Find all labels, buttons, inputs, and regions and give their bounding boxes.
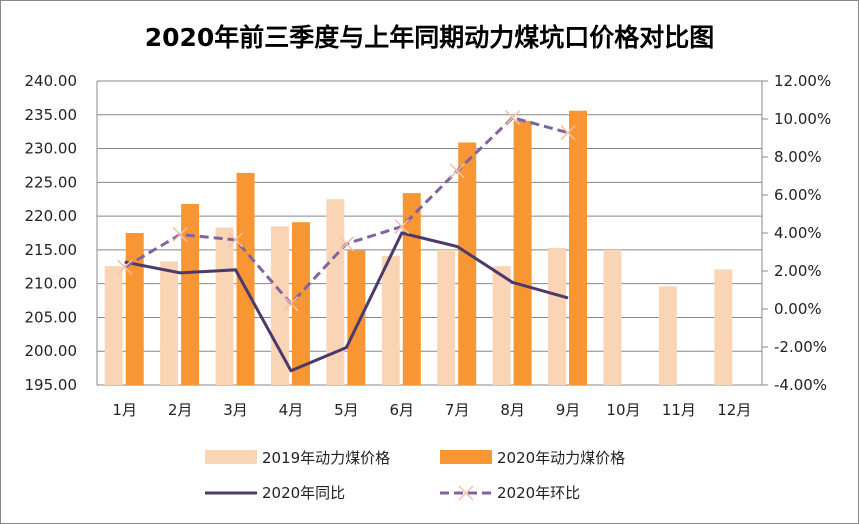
bar-2019 [492, 266, 511, 385]
y-right-tick-label: 10.00% [774, 110, 831, 128]
x-marker-stroke [505, 110, 521, 126]
mom-marker [283, 296, 299, 312]
mom-marker [228, 232, 244, 248]
x-marker-stroke [117, 259, 133, 275]
x-tick-label: 8月 [500, 401, 525, 419]
y-right-tick-label: 12.00% [774, 72, 831, 90]
legend-label: 2020年环比 [497, 484, 580, 502]
mom-marker [394, 219, 410, 235]
bar-2020 [458, 142, 477, 385]
x-tick-label: 7月 [445, 401, 470, 419]
mom-marker [505, 110, 521, 126]
bar-2019 [658, 286, 677, 385]
mom-marker [449, 163, 465, 179]
y-left-tick-label: 240.00 [25, 72, 78, 90]
bar-2019 [603, 249, 622, 385]
y-right-tick-label: -4.00% [774, 376, 827, 394]
y-right-tick-label: 4.00% [774, 224, 822, 242]
x-tick-label: 12月 [717, 401, 751, 419]
x-marker-stroke [228, 232, 244, 248]
bar-2020 [236, 172, 255, 385]
legend-label: 2020年动力煤价格 [497, 449, 625, 467]
x-tick-label: 5月 [334, 401, 359, 419]
mom-marker [560, 125, 576, 141]
bar-2020 [125, 233, 144, 385]
bar-2020 [402, 193, 421, 385]
y-right-tick-label: 6.00% [774, 186, 822, 204]
y-left-tick-label: 195.00 [25, 376, 78, 394]
x-tick-label: 10月 [606, 401, 640, 419]
bar-2020 [181, 203, 200, 385]
x-tick-label: 11月 [662, 401, 696, 419]
bar-2019 [326, 199, 345, 385]
y-right-tick-label: 0.00% [774, 300, 822, 318]
x-marker-stroke [283, 296, 299, 312]
y-left-tick-label: 235.00 [25, 106, 78, 124]
bar-2019 [381, 255, 400, 385]
mom-marker [172, 226, 188, 243]
legend-label: 2020年同比 [262, 484, 345, 502]
y-right-tick-label: 8.00% [774, 148, 822, 166]
bar-2019 [714, 269, 733, 385]
x-tick-label: 4月 [279, 401, 304, 419]
x-tick-label: 1月 [112, 401, 137, 419]
y-left-tick-label: 230.00 [25, 140, 78, 158]
x-marker-stroke [172, 226, 188, 243]
legend-swatch [440, 450, 492, 464]
bar-2020 [513, 120, 532, 385]
bar-2019 [104, 266, 123, 385]
y-left-tick-label: 220.00 [25, 207, 78, 225]
y-right-tick-label: -2.00% [774, 338, 827, 356]
bar-2020 [347, 250, 366, 385]
y-left-tick-label: 215.00 [25, 241, 78, 259]
y-right-tick-label: 2.00% [774, 262, 822, 280]
y-left-tick-label: 210.00 [25, 275, 78, 293]
y-left-tick-label: 205.00 [25, 308, 78, 326]
x-marker-stroke [560, 125, 576, 141]
x-marker-stroke [338, 236, 354, 252]
bar-2020 [291, 222, 310, 385]
bar-2019 [215, 227, 234, 385]
bar-2019 [437, 249, 456, 385]
legend-marker [458, 485, 474, 501]
chart-title: 2020年前三季度与上年同期动力煤坑口价格对比图 [144, 23, 715, 52]
y-left-tick-label: 200.00 [25, 342, 78, 360]
x-tick-label: 6月 [390, 401, 415, 419]
legend-label: 2019年动力煤价格 [262, 449, 390, 467]
x-tick-label: 9月 [556, 401, 581, 419]
mom-marker [338, 236, 354, 252]
yoy-line [124, 231, 569, 373]
y-left-tick-label: 225.00 [25, 173, 78, 191]
bar-2019 [160, 261, 179, 385]
x-tick-label: 2月 [168, 401, 193, 419]
x-marker-stroke [449, 163, 465, 179]
x-tick-label: 3月 [223, 401, 248, 419]
bar-2020 [569, 110, 588, 386]
legend-swatch [205, 450, 257, 464]
x-marker-stroke [394, 219, 410, 235]
bar-2019 [548, 247, 567, 385]
mom-marker [117, 259, 133, 275]
